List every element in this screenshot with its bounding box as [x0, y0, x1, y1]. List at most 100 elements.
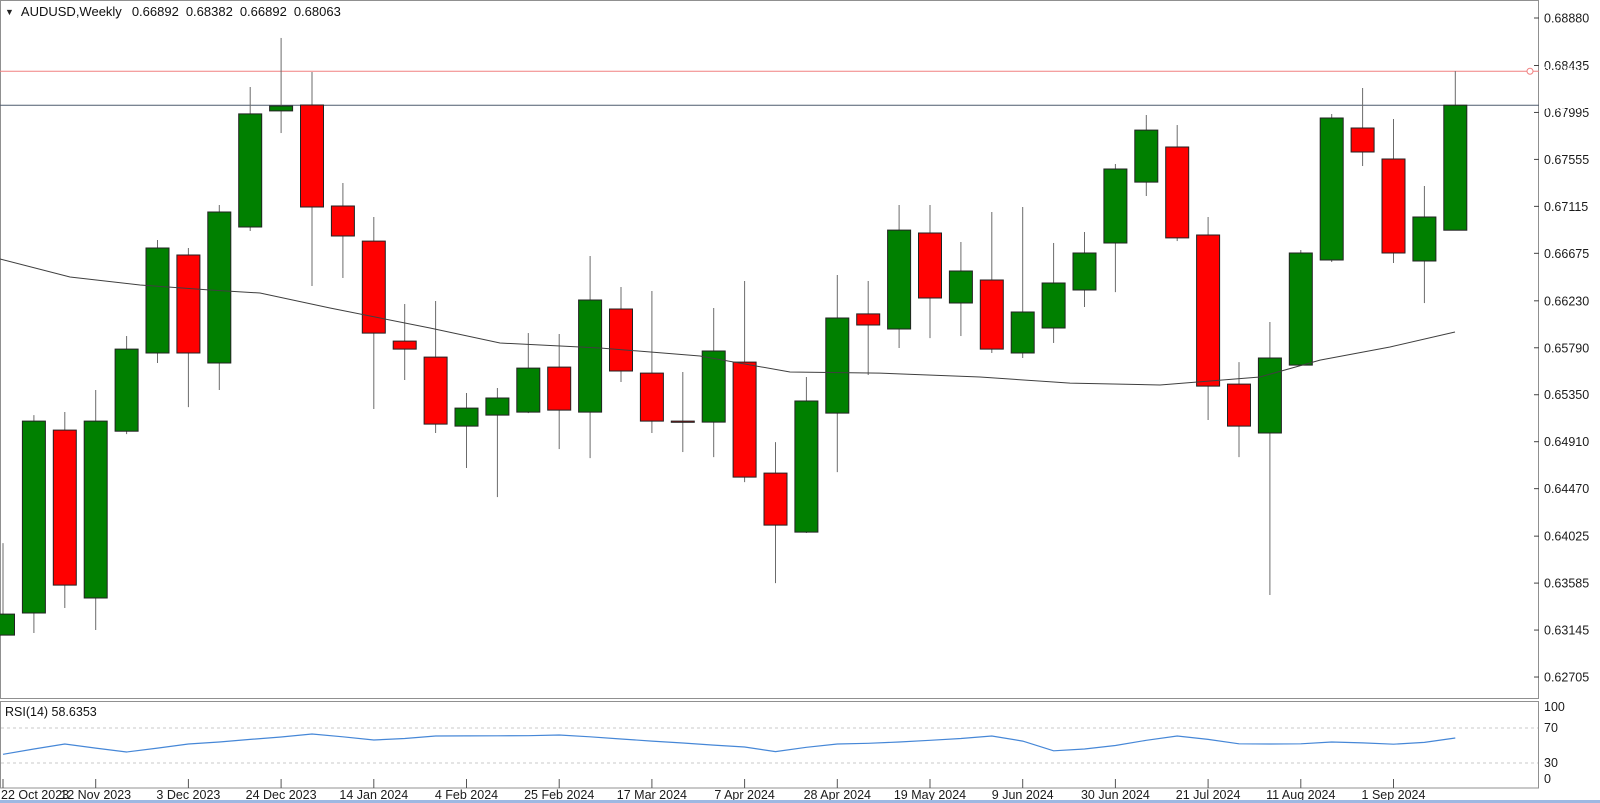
- date-label: 4 Feb 2024: [435, 788, 498, 802]
- date-label: 9 Jun 2024: [992, 788, 1054, 802]
- candle-bull: [1443, 104, 1468, 231]
- date-label: 1 Sep 2024: [1362, 788, 1426, 802]
- ohlc-high: 0.68382: [185, 4, 233, 19]
- candle-bull: [145, 247, 170, 354]
- ohlc-open: 0.66892: [131, 4, 179, 19]
- candle-bull: [1319, 117, 1344, 261]
- price-tick-label: 0.65790: [1544, 341, 1589, 355]
- date-label: 22 Oct 2023: [1, 788, 69, 802]
- price-tick-label: 0.64470: [1544, 482, 1589, 496]
- candle-bull: [578, 299, 603, 413]
- rsi-scale-label: 100: [1544, 700, 1565, 714]
- price-tick-label: 0.63585: [1544, 577, 1589, 591]
- date-label: 17 Mar 2024: [617, 788, 687, 802]
- ohlc-low: 0.66892: [239, 4, 287, 19]
- candle-bull: [1010, 311, 1035, 354]
- rsi-indicator-label: RSI(14) 58.6353: [5, 705, 97, 719]
- candle-bear: [979, 279, 1004, 350]
- candle-bull: [454, 407, 479, 427]
- rsi-pane[interactable]: [0, 701, 1539, 789]
- candle-bull: [1103, 168, 1128, 244]
- date-label: 28 Apr 2024: [804, 788, 871, 802]
- candle-bull: [1134, 129, 1159, 183]
- rsi-line: [2, 733, 1456, 755]
- candle-bear: [732, 361, 757, 478]
- price-tick-label: 0.64910: [1544, 435, 1589, 449]
- rsi-scale-label: 30: [1544, 756, 1558, 770]
- candle-bear: [361, 240, 386, 334]
- candle-bear: [639, 372, 664, 422]
- candle-bull: [114, 348, 139, 432]
- candle-bull: [83, 420, 108, 599]
- date-label: 12 Nov 2023: [60, 788, 131, 802]
- candle-bull: [269, 105, 294, 112]
- rsi-scale-label: 0: [1544, 772, 1551, 786]
- rsi-scale-label: 70: [1544, 721, 1558, 735]
- date-label: 3 Dec 2023: [156, 788, 220, 802]
- date-label: 30 Jun 2024: [1081, 788, 1150, 802]
- candle-bull: [207, 211, 232, 364]
- candle-bull: [0, 613, 15, 636]
- price-tick-label: 0.63145: [1544, 624, 1589, 638]
- candle-bull: [701, 350, 726, 423]
- candle-bull: [1041, 282, 1066, 329]
- hline-price-label[interactable]: 0.68381: [1543, 64, 1587, 78]
- date-label: 25 Feb 2024: [524, 788, 594, 802]
- candle-bear: [300, 104, 324, 208]
- price-tick-label: 0.67995: [1544, 106, 1589, 120]
- candle-bull: [1288, 252, 1313, 366]
- hline-handle-icon[interactable]: [1526, 67, 1534, 75]
- candle-bull: [1072, 252, 1097, 291]
- candle-bear: [1350, 127, 1375, 153]
- price-tick-label: 0.62705: [1544, 671, 1589, 685]
- candle-bear: [423, 356, 448, 425]
- price-tick-label: 0.68435: [1544, 59, 1589, 73]
- price-tick-label: 0.66230: [1544, 294, 1589, 308]
- candle-bull: [21, 420, 46, 614]
- price-tick-label: 0.64025: [1544, 530, 1589, 544]
- symbol-timeframe-label: AUDUSD,Weekly: [20, 4, 122, 19]
- candle-bear: [918, 232, 942, 299]
- chart-legend: ▼ AUDUSD,Weekly 0.66892 0.68382 0.66892 0.680…: [5, 4, 348, 19]
- candle-bull: [1412, 216, 1437, 262]
- candle-bear: [670, 420, 695, 423]
- candle-bear: [609, 308, 633, 372]
- ohlc-close: 0.68063: [293, 4, 341, 19]
- date-label: 7 Apr 2024: [714, 788, 775, 802]
- window-bottom-edge: [0, 800, 1600, 803]
- candle-bear: [52, 429, 77, 586]
- date-label: 19 May 2024: [894, 788, 966, 802]
- price-tick-label: 0.67115: [1544, 200, 1588, 214]
- candle-bull: [794, 400, 819, 533]
- candle-bear: [856, 313, 881, 326]
- candle-bear: [547, 366, 572, 411]
- candle-bear: [176, 254, 201, 354]
- price-tick-label: 0.68880: [1544, 12, 1589, 26]
- candle-bear: [1381, 158, 1406, 254]
- candle-bear: [1196, 234, 1221, 387]
- candle-bull: [887, 229, 912, 330]
- symbol-menu-icon[interactable]: ▼: [5, 7, 14, 17]
- candle-bull: [485, 397, 510, 416]
- price-tick-label: 0.65350: [1544, 388, 1589, 402]
- candle-bull: [238, 113, 263, 228]
- price-tick-label: 0.67555: [1544, 153, 1589, 167]
- candle-bear: [1165, 146, 1190, 239]
- date-label: 24 Dec 2023: [246, 788, 317, 802]
- candle-bull: [516, 367, 541, 413]
- price-tick-label: 0.66675: [1544, 247, 1589, 261]
- current-price-label: 0.68063: [1543, 98, 1587, 112]
- candle-bear: [330, 205, 355, 237]
- date-label: 11 Aug 2024: [1266, 788, 1335, 802]
- ma-line: [0, 258, 1456, 386]
- candle-bull: [948, 270, 973, 304]
- candle-bull: [1257, 357, 1282, 434]
- candle-bear: [1227, 383, 1251, 427]
- date-label: 21 Jul 2024: [1176, 788, 1241, 802]
- candle-bear: [763, 472, 788, 526]
- date-label: 14 Jan 2024: [339, 788, 408, 802]
- candle-bull: [825, 317, 850, 414]
- candle-bear: [392, 340, 417, 350]
